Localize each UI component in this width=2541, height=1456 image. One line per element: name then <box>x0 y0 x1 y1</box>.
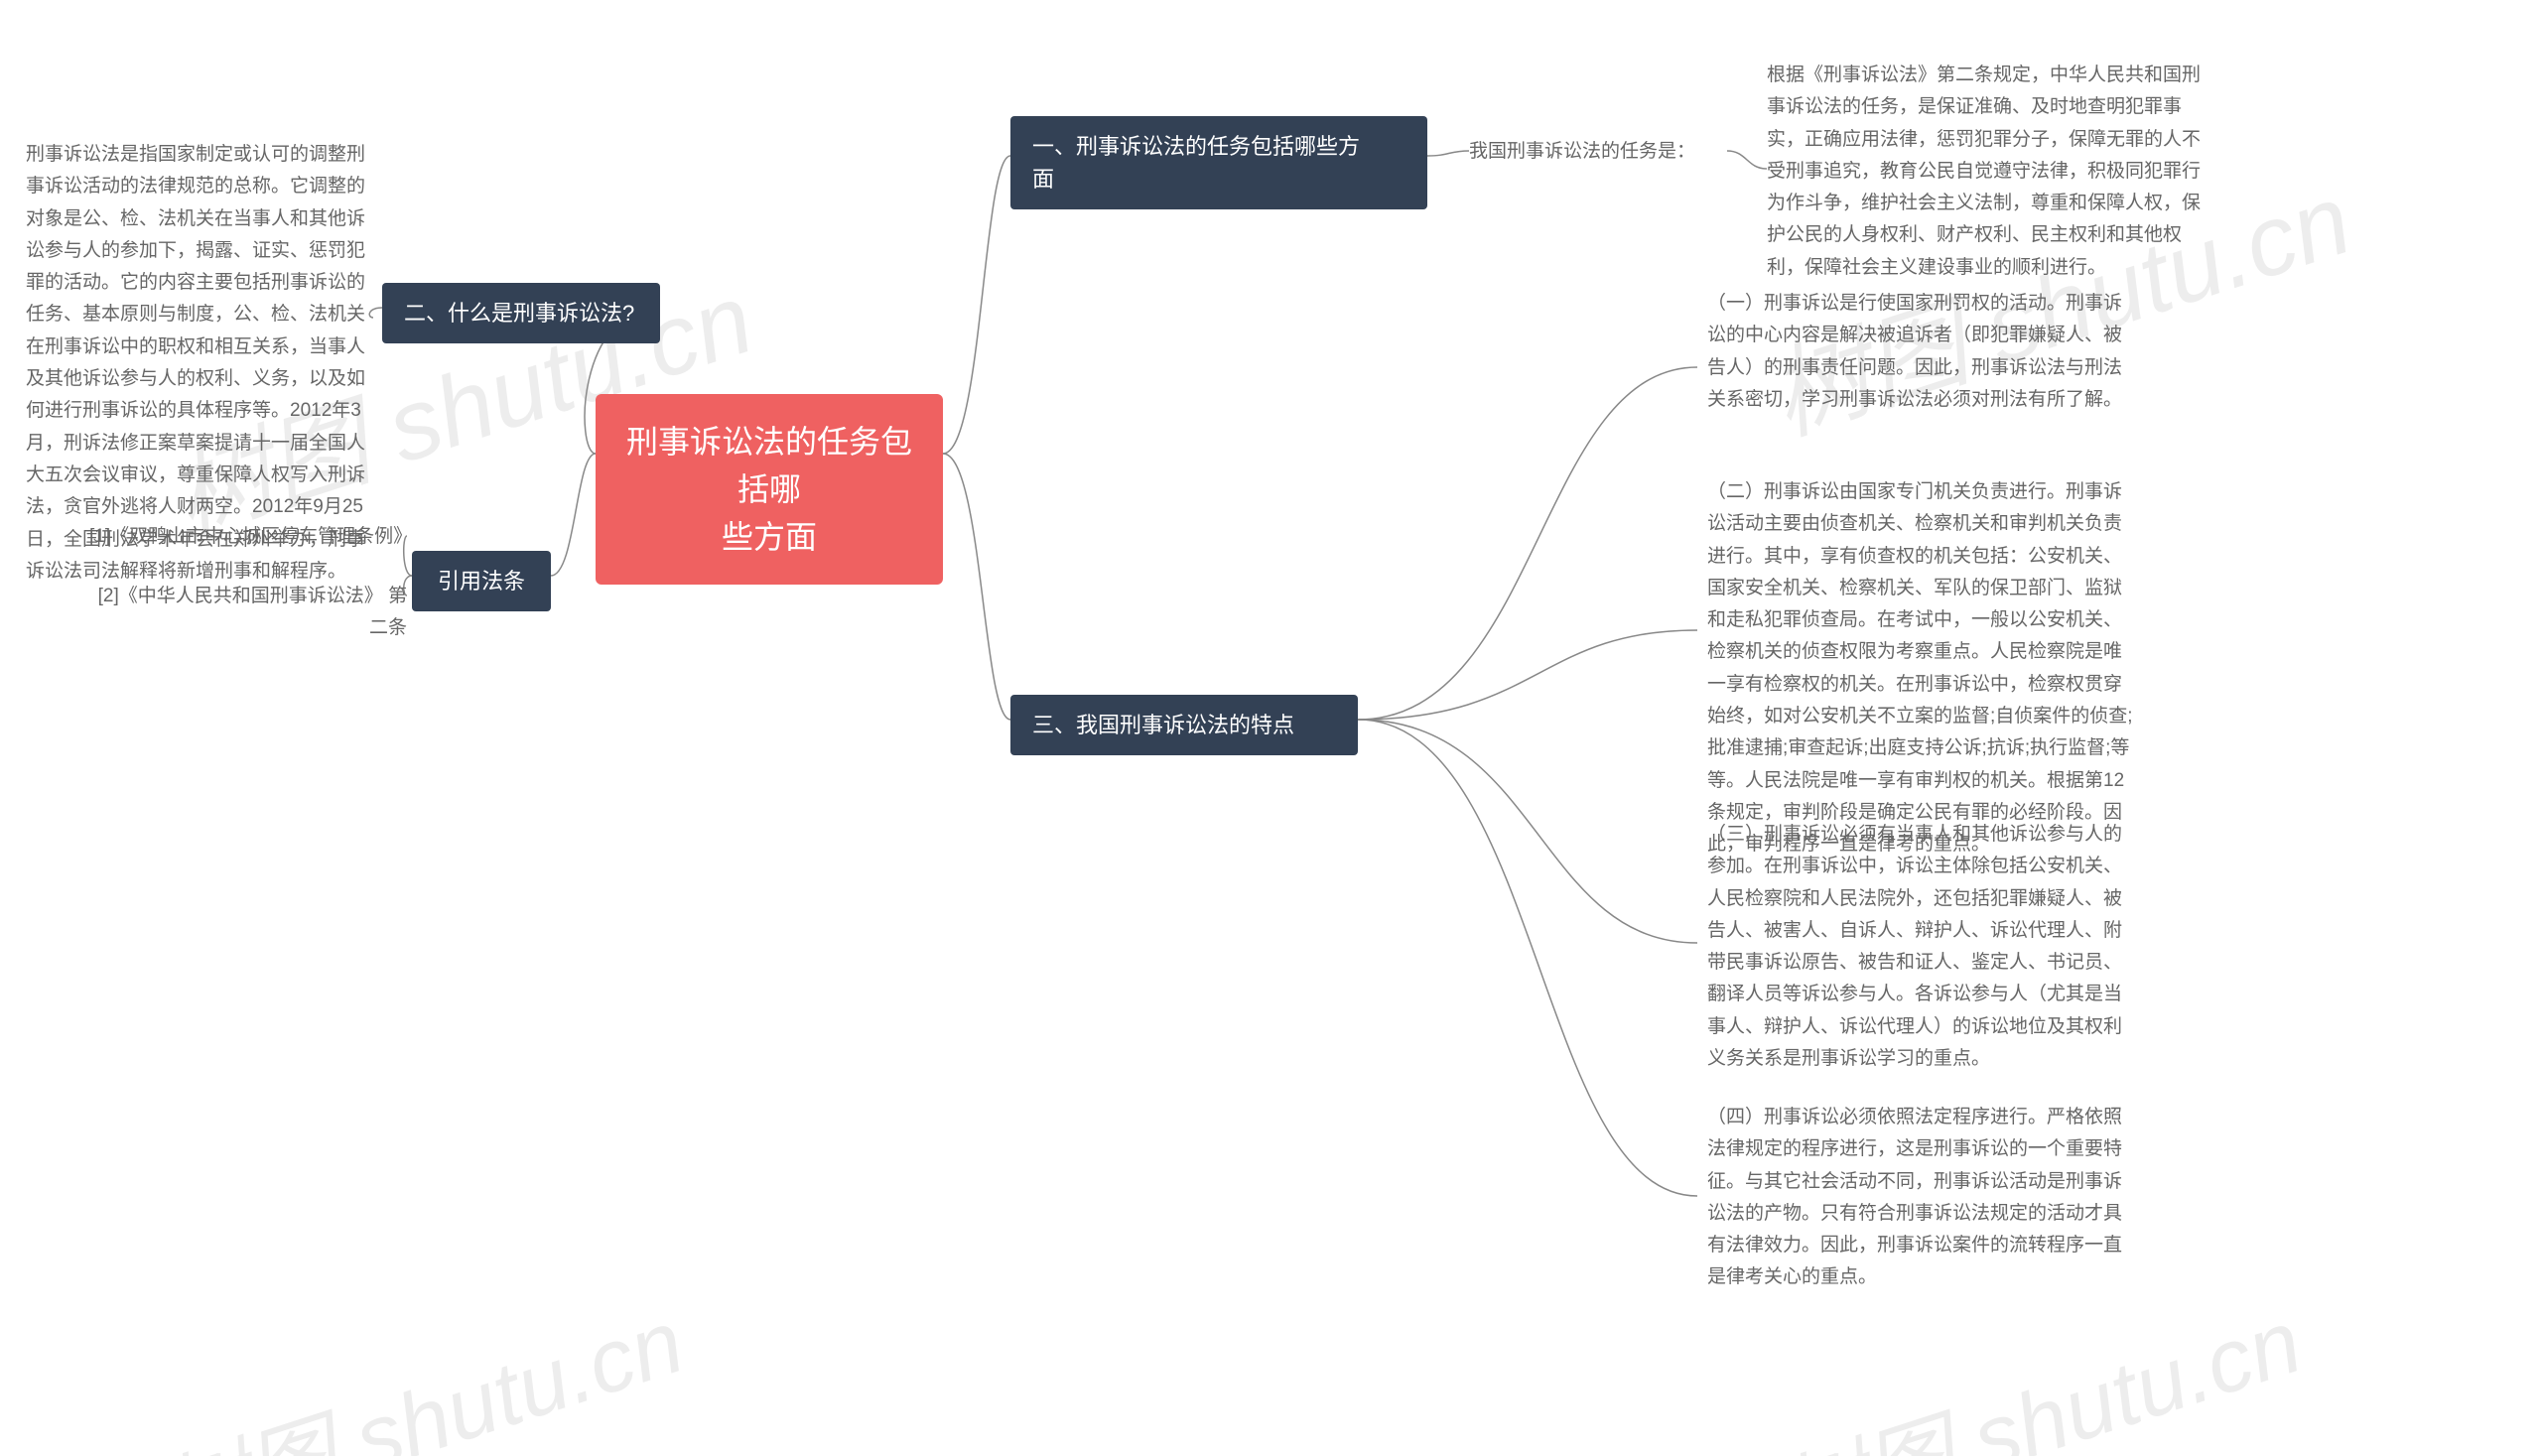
branch-1-leaf-2: 根据《刑事诉讼法》第二条规定，中华人民共和国刑事诉讼法的任务，是保证准确、及时地… <box>1767 60 2204 284</box>
branch-1-leaf-1: 我国刑事诉讼法的任务是： <box>1469 136 1727 168</box>
branch-4: 引用法条 <box>412 551 551 611</box>
watermark: 树图 shutu.cn <box>142 1269 697 1456</box>
branch-3-leaf-2: （二）刑事诉讼由国家专门机关负责进行。刑事诉讼活动主要由侦查机关、检察机关和审判… <box>1707 476 2134 861</box>
branch-4-leaf-1: [1]《双鸭山市中心城区停车管理条例》 <box>89 521 407 553</box>
branch-3-leaf-3: （三）刑事诉讼必须有当事人和其他诉讼参与人的参加。在刑事诉讼中，诉讼主体除包括公… <box>1707 819 2134 1075</box>
branch-2: 二、什么是刑事诉讼法? <box>382 283 660 343</box>
branch-1-label-l2: 面 <box>1032 163 1405 196</box>
branch-3-leaf-4: （四）刑事诉讼必须依照法定程序进行。严格依照法律规定的程序进行，这是刑事诉讼的一… <box>1707 1102 2134 1294</box>
branch-1: 一、刑事诉讼法的任务包括哪些方 面 <box>1010 116 1427 209</box>
watermark: 树图 shutu.cn <box>1760 1269 2315 1456</box>
root-title-line1: 刑事诉讼法的任务包括哪 <box>625 418 913 513</box>
root-node: 刑事诉讼法的任务包括哪 些方面 <box>596 394 943 585</box>
branch-3: 三、我国刑事诉讼法的特点 <box>1010 695 1358 755</box>
branch-1-label-l1: 一、刑事诉讼法的任务包括哪些方 <box>1032 130 1405 163</box>
branch-4-leaf-2: [2]《中华人民共和国刑事诉讼法》 第二条 <box>89 581 407 645</box>
branch-3-leaf-1: （一）刑事诉讼是行使国家刑罚权的活动。刑事诉讼的中心内容是解决被追诉者（即犯罪嫌… <box>1707 288 2134 416</box>
root-title-line2: 些方面 <box>625 513 913 561</box>
